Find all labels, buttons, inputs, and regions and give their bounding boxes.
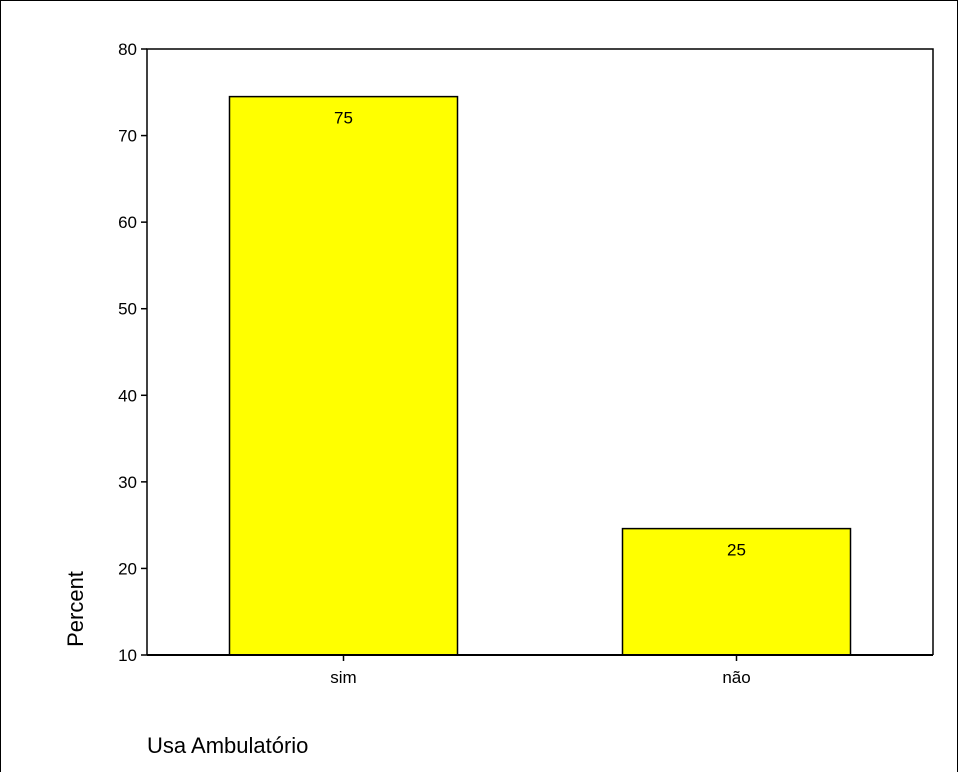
y-tick-label: 20	[118, 559, 137, 578]
y-tick-label: 30	[118, 473, 137, 492]
y-tick-label: 40	[118, 386, 137, 405]
plot-frame	[146, 48, 934, 655]
bar-sim	[228, 95, 459, 656]
y-tick-label: 10	[118, 646, 137, 665]
bar-value-label: 75	[334, 109, 353, 128]
y-tick-label: 70	[118, 127, 137, 146]
bar-value-label: 25	[727, 541, 746, 560]
y-tick-label: 50	[118, 300, 137, 319]
y-tick-label: 60	[118, 213, 137, 232]
data-labels-group: 75 25	[334, 109, 746, 560]
y-axis-title: Percent	[63, 571, 88, 647]
bars-group	[228, 95, 852, 656]
x-tick-label: sim	[330, 668, 356, 687]
y-axis: 10 20 30 40 50 60 70 80	[118, 40, 147, 665]
y-tick-label: 80	[118, 40, 137, 59]
x-axis-title: Usa Ambulatório	[147, 733, 308, 758]
x-tick-label: não	[722, 668, 750, 687]
plot-area	[146, 48, 934, 655]
x-axis: sim não	[147, 654, 933, 687]
